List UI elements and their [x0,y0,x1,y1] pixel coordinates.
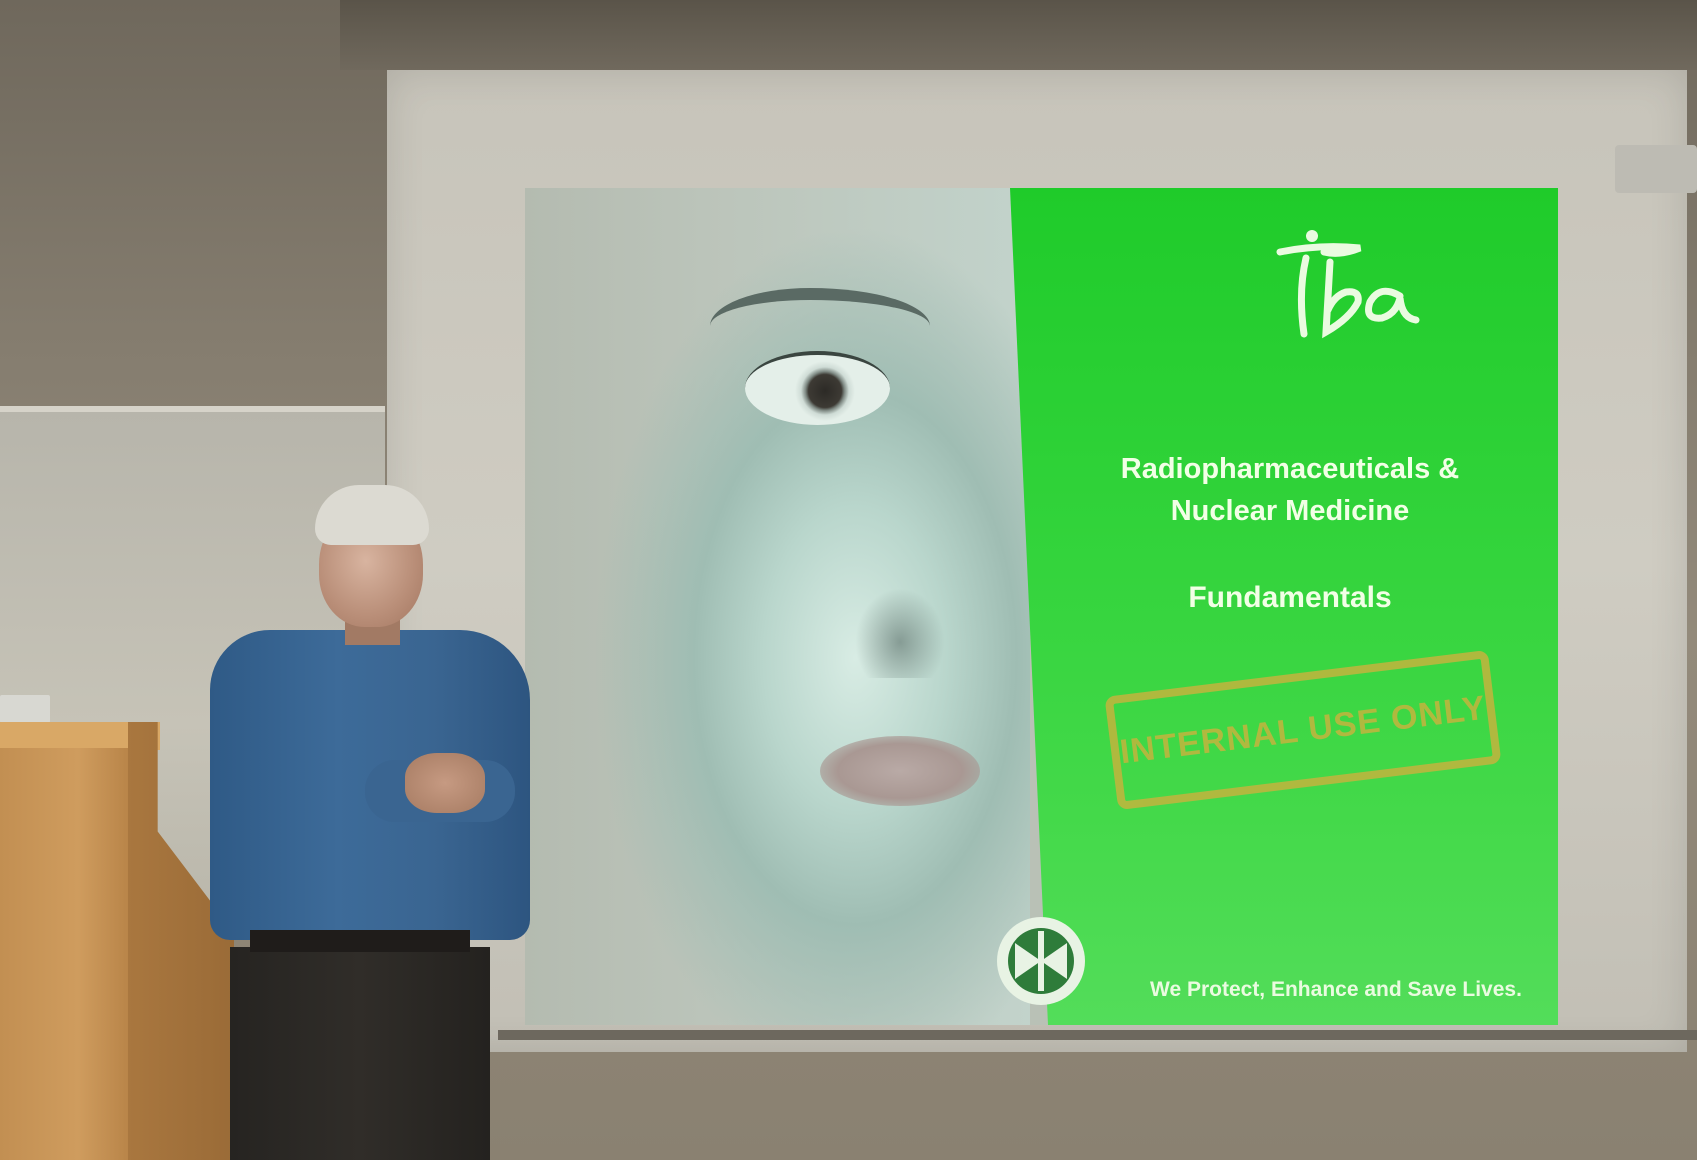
iba-logo-mark [1276,230,1420,339]
presenter-hair [315,485,429,545]
presenter [205,485,545,1160]
slide-title-line-1: Radiopharmaceuticals & [1120,453,1460,485]
nose [855,588,945,678]
lips [820,736,980,806]
emblem-icon [993,913,1089,1009]
internal-use-stamp: INTERNAL USE ONLY [1104,649,1502,811]
iba-logo [1260,222,1430,352]
presentation-slide: Radiopharmaceuticals & Nuclear Medicine … [525,188,1558,1025]
presenter-belt [250,930,470,952]
title-panel: Radiopharmaceuticals & Nuclear Medicine … [1010,188,1558,1025]
whiteboard-rail [0,406,385,414]
laptop [0,695,50,723]
presenter-hands [405,753,485,813]
slide-tagline: We Protect, Enhance and Save Lives. [1150,978,1522,1001]
podium [0,748,130,1160]
presenter-trousers [230,947,490,1160]
face-photo [525,188,1030,1025]
slide-title-line-2: Nuclear Medicine [1170,495,1410,527]
slide-title: Radiopharmaceuticals & Nuclear Medicine [1050,448,1530,532]
screen-bottom-edge [498,1030,1697,1040]
eye [745,351,890,425]
eyebrow [710,288,930,330]
slide-subtitle: Fundamentals [1188,581,1392,614]
ceiling [340,0,1697,70]
wall-sensor [1615,145,1697,193]
